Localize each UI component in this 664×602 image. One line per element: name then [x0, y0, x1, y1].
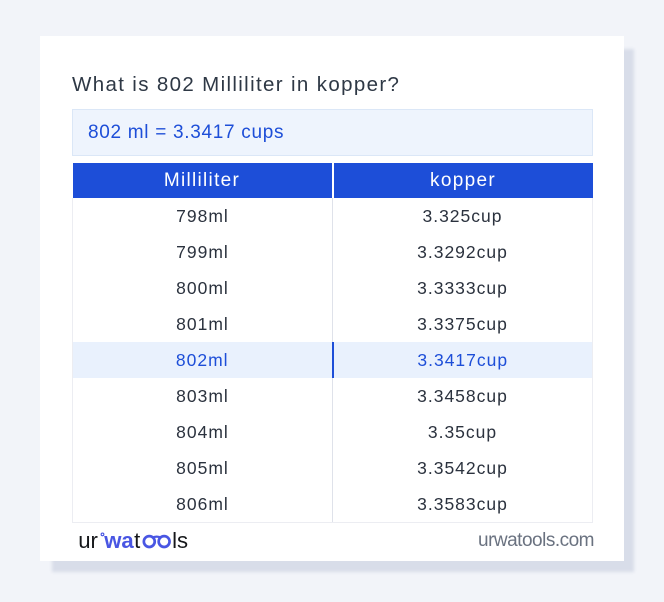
svg-text:wa: wa — [103, 528, 134, 553]
svg-text:ls: ls — [172, 528, 188, 553]
svg-text:t: t — [134, 528, 140, 553]
svg-text:ur: ur — [78, 528, 98, 553]
